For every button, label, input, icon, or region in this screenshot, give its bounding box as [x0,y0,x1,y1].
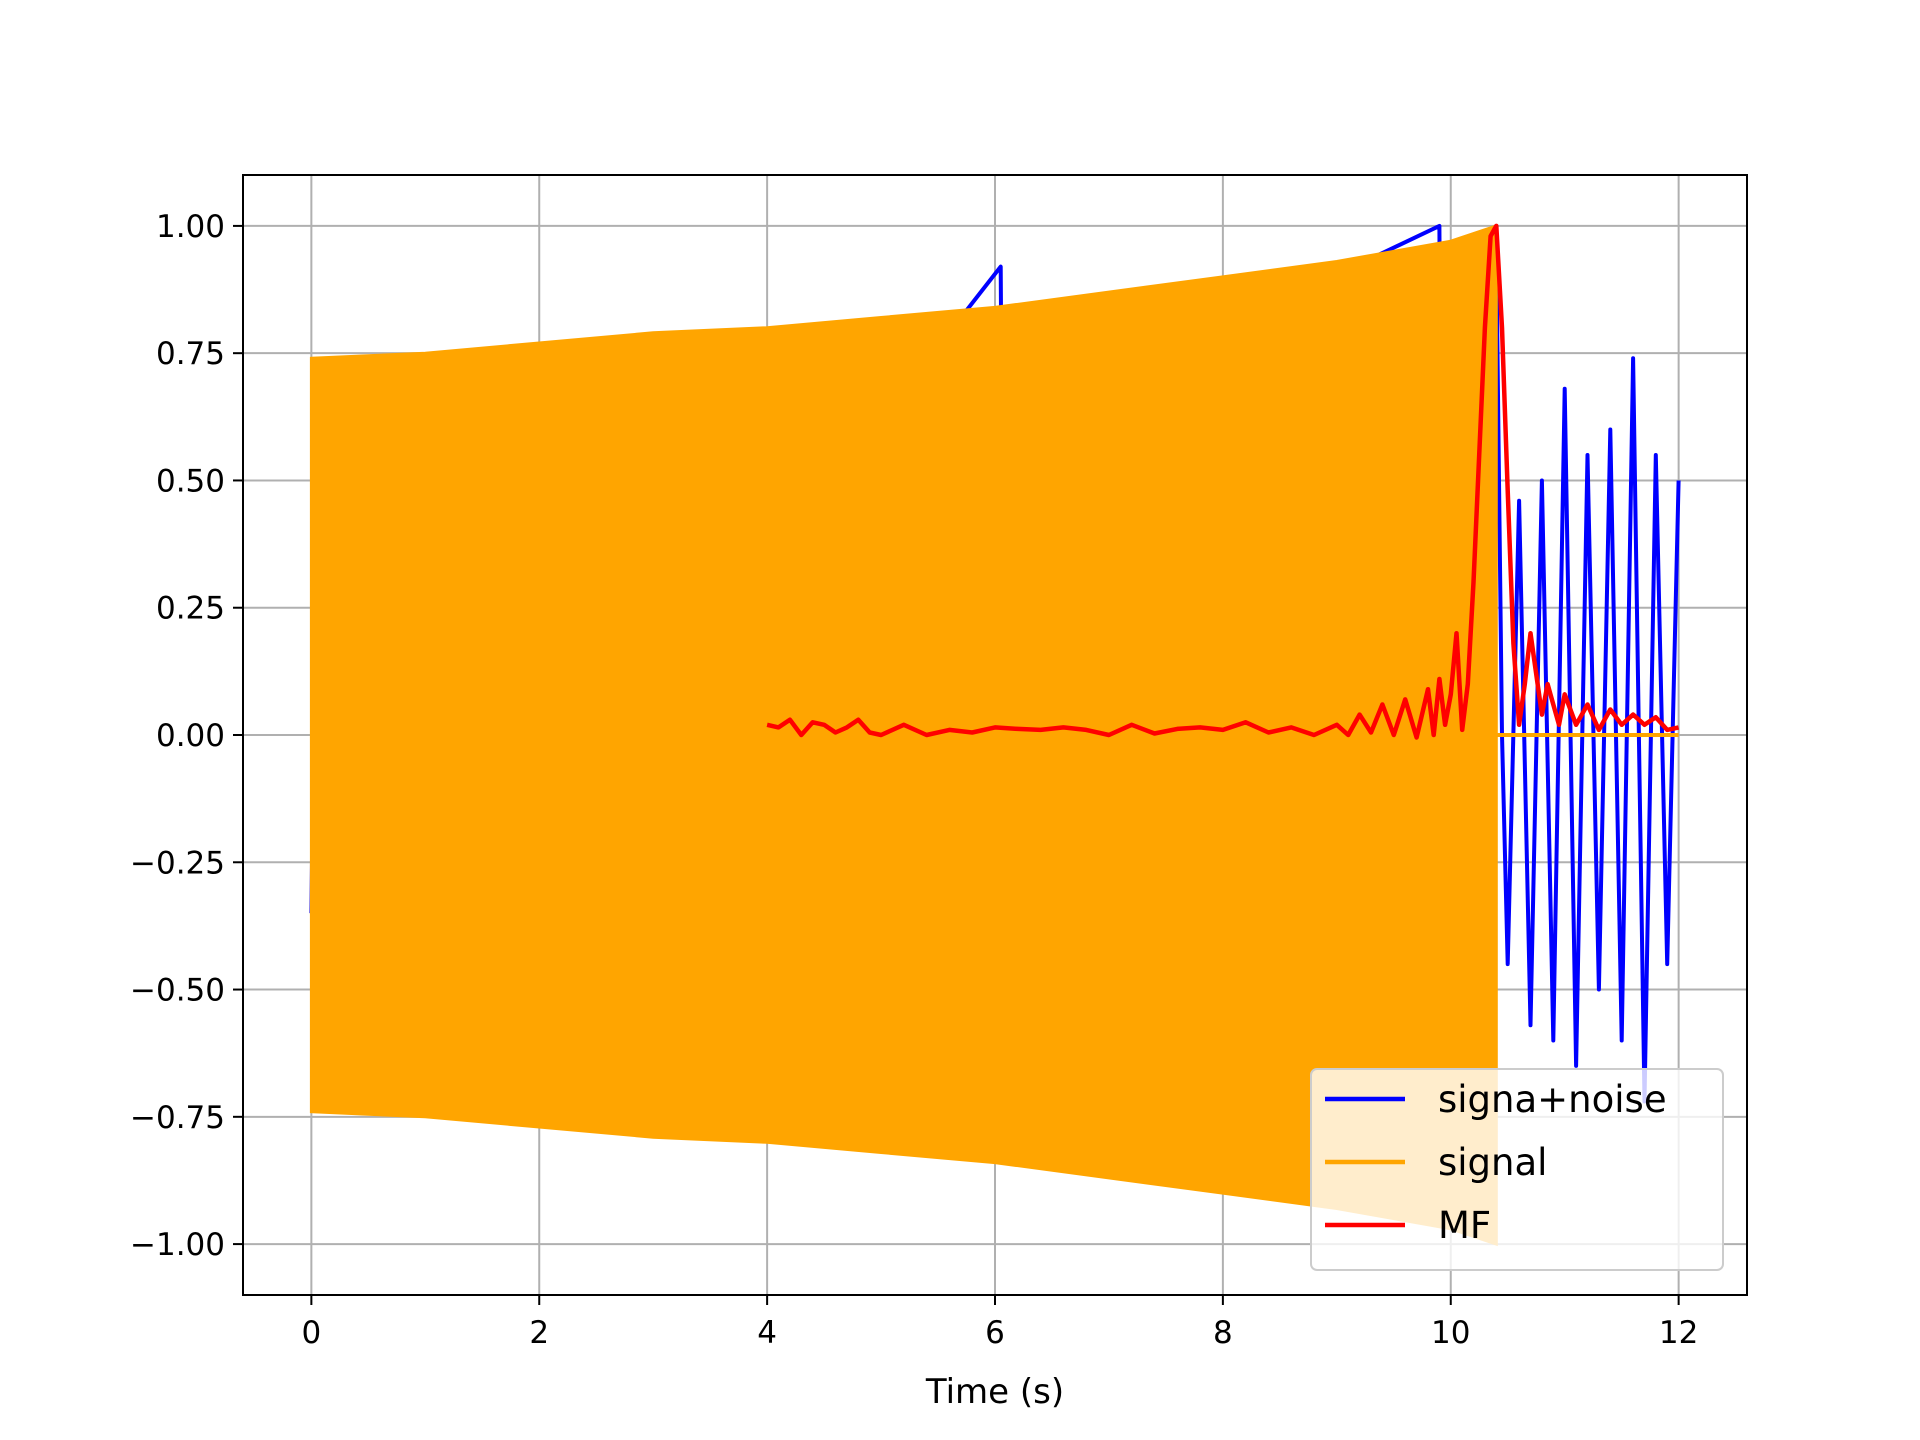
x-tick-label: 4 [757,1315,777,1351]
x-tick-label: 2 [529,1315,549,1351]
legend-box [1310,1068,1724,1271]
x-axis-title: Time (s) [925,1372,1064,1412]
legend: signa+noise signal MF [1310,1068,1724,1271]
x-tick-label: 12 [1659,1315,1698,1351]
legend-label: MF [1438,1204,1491,1247]
series-line-signal [310,225,1498,1244]
y-tick-label: −0.50 [130,973,225,1009]
legend-label: signal [1438,1141,1547,1184]
x-axis: 0 2 4 6 8 10 12 [301,1295,1698,1351]
y-tick-label: 0.50 [156,463,225,499]
y-tick-label: −1.00 [130,1227,225,1263]
series-line-mf [766,223,1680,740]
x-tick-label: 10 [1431,1315,1470,1351]
series-layer [309,223,1681,1247]
x-tick-label: 8 [1213,1315,1233,1351]
y-tick-label: 0.75 [156,336,225,372]
x-tick-label: 6 [985,1315,1005,1351]
y-axis: −1.00 −0.75 −0.50 −0.25 0.00 0.25 0.50 0.75 1.00 [130,209,243,1263]
y-tick-label: 0.25 [156,591,225,627]
y-tick-label: 1.00 [156,209,225,245]
y-tick-label: −0.25 [130,845,225,881]
y-tick-label: −0.75 [130,1100,225,1136]
legend-label: signa+noise [1438,1078,1667,1121]
x-tick-label: 0 [301,1315,321,1351]
y-tick-label: 0.00 [156,718,225,754]
